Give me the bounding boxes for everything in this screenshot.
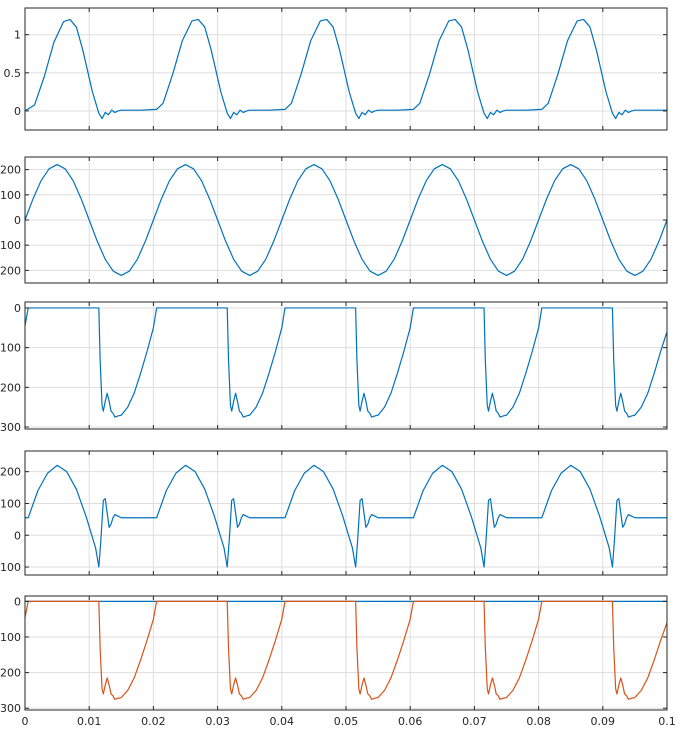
x-tick-label: 0.07 — [462, 715, 487, 728]
x-tick-label: 0.02 — [141, 715, 166, 728]
panel-3: -300 -200 -100 0 — [0, 301, 668, 434]
x-tick-label: 0.05 — [334, 715, 359, 728]
x-tick-label: 0.06 — [398, 715, 423, 728]
y-tick-label: 200 — [0, 164, 21, 177]
panel-4: -100 0 100 200 — [0, 450, 668, 576]
y-tick-label: -100 — [0, 631, 21, 644]
series-line-2 — [25, 600, 667, 700]
y-tick-label: -300 — [0, 702, 21, 715]
y-tick-label: 1 — [14, 29, 21, 42]
y-tick-label: 0 — [14, 529, 21, 542]
series-line-1 — [25, 18, 667, 120]
x-tick-label: 0.09 — [591, 715, 616, 728]
x-tick-label: 0.1 — [658, 715, 676, 728]
y-tick-label: 100 — [0, 497, 21, 510]
y-tick-label: 100 — [0, 189, 21, 202]
y-tick-label: -300 — [0, 421, 21, 434]
y-tick-label: -100 — [0, 342, 21, 355]
x-tick-label: 0.01 — [77, 715, 102, 728]
series-line-1 — [25, 163, 667, 277]
panel-2: -200 -100 0 100 200 — [0, 156, 668, 284]
series-line-1 — [25, 464, 667, 568]
x-tick-label: 0.03 — [205, 715, 230, 728]
y-tick-label: -200 — [0, 381, 21, 394]
series-line-1 — [25, 307, 667, 418]
y-tick-label: -100 — [0, 239, 21, 252]
x-tick-label: 0.04 — [270, 715, 295, 728]
y-tick-label: -200 — [0, 264, 21, 277]
y-tick-label: 200 — [0, 466, 21, 479]
y-tick-label: -200 — [0, 667, 21, 680]
panel-5: -300 -200 -100 0 0 0.01 0.02 0.03 0.04 0.05 0.06 0.… — [0, 595, 676, 728]
y-tick-label: 0 — [14, 105, 21, 118]
panel-1: 00.51 — [4, 7, 668, 131]
y-tick-label: -100 — [0, 561, 21, 574]
x-tick-label: 0 — [22, 715, 29, 728]
y-tick-label: 0.5 — [4, 67, 22, 80]
y-tick-label: 0 — [14, 214, 21, 227]
y-tick-label: 0 — [14, 595, 21, 608]
y-tick-label: 0 — [14, 302, 21, 315]
x-tick-label: 0.08 — [526, 715, 551, 728]
